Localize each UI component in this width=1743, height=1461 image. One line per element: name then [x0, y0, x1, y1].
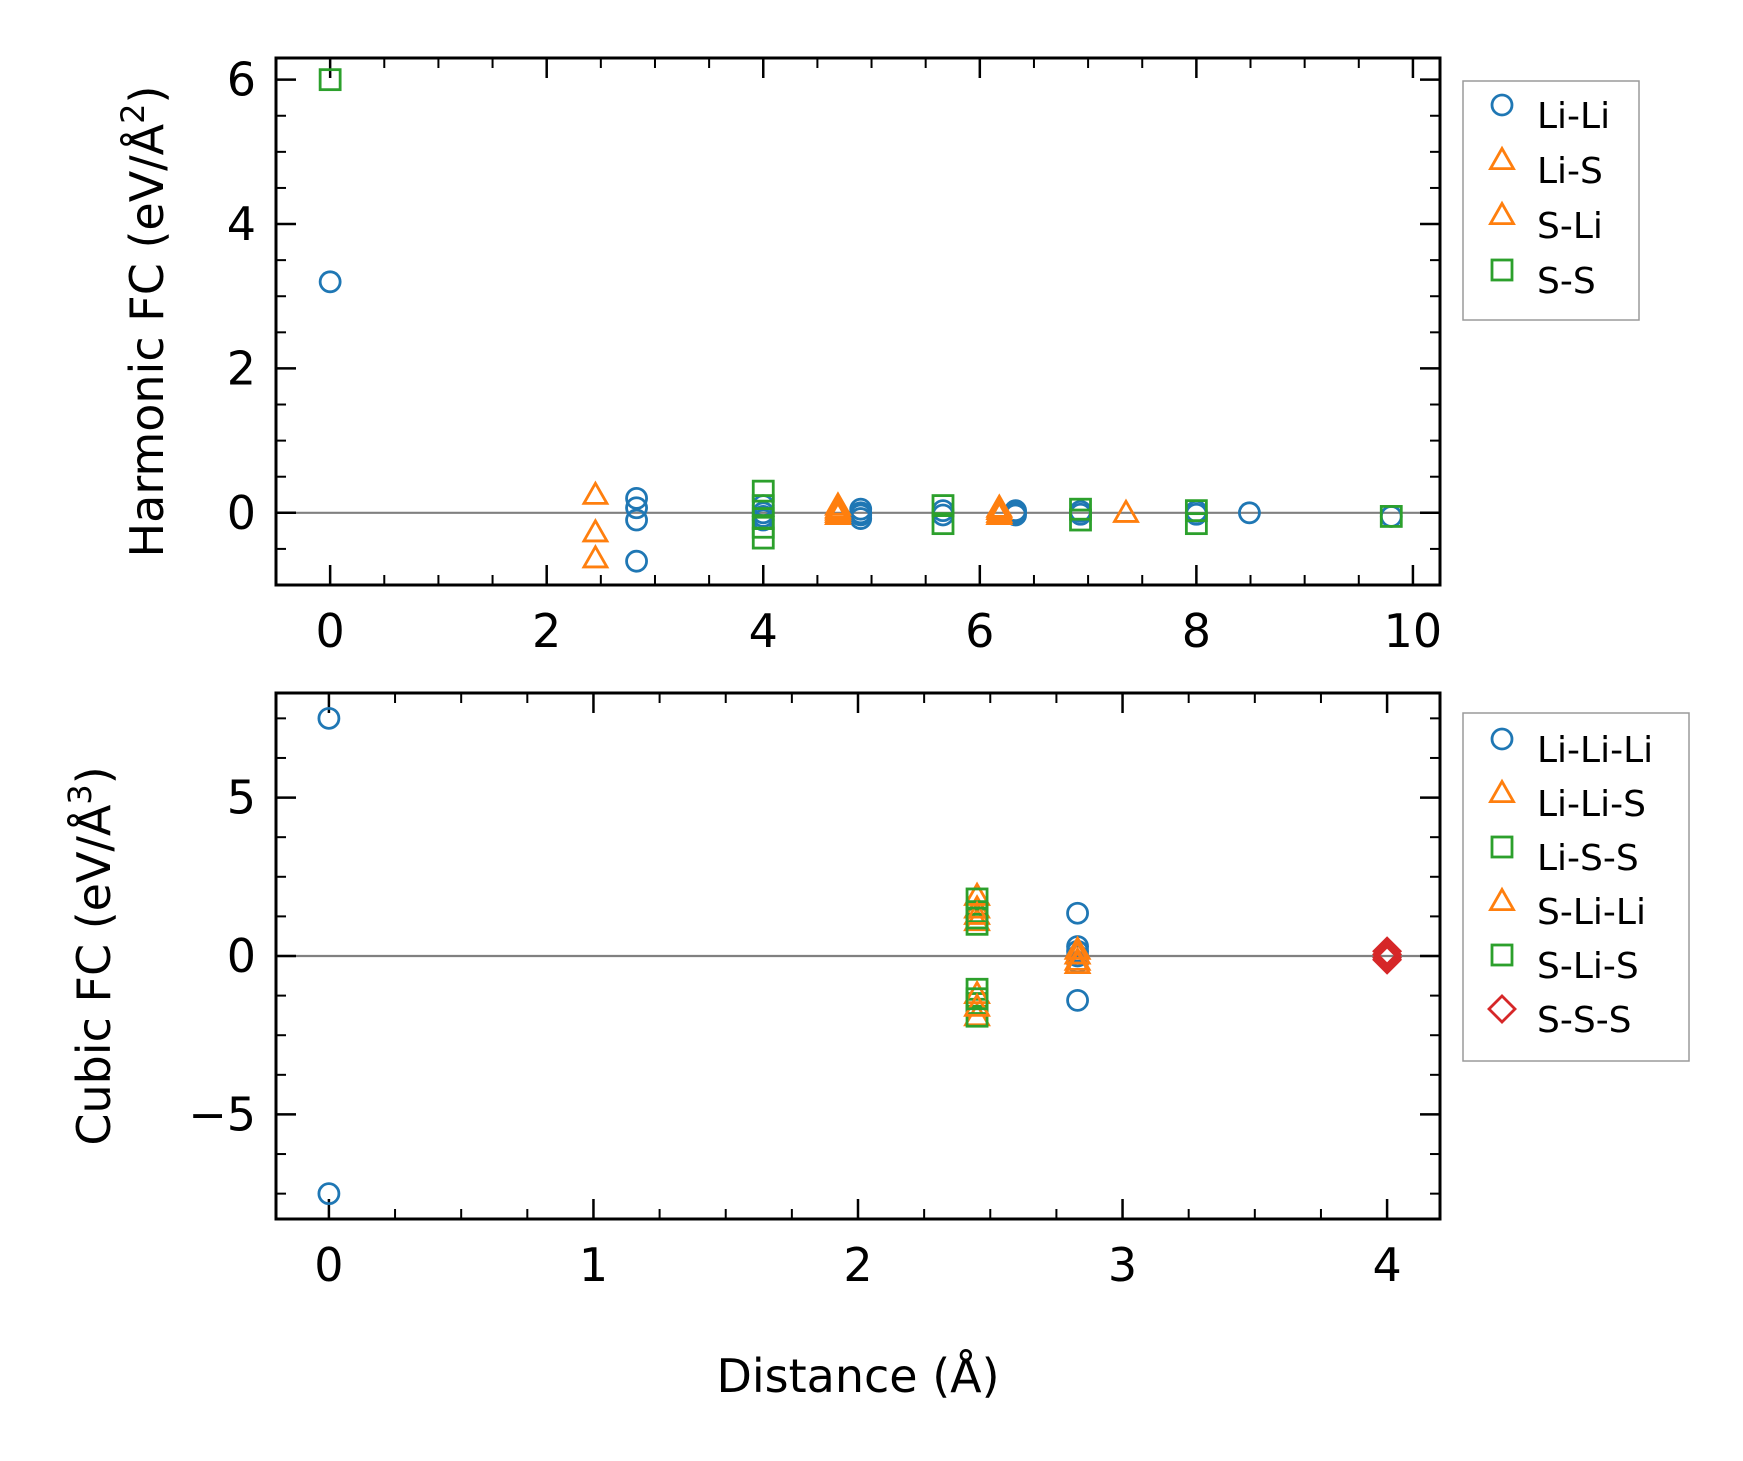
- point-s-li: [824, 498, 852, 523]
- harmonic-x-tick-label: 10: [1384, 604, 1443, 658]
- point-s-li: [985, 500, 1014, 525]
- point-s-li-li: [963, 992, 991, 1017]
- point-s-li: [824, 494, 852, 519]
- cubic-x-tick-label: 1: [579, 1238, 608, 1292]
- point-li-li-li: [1066, 901, 1089, 925]
- legend-marker-li-s: [1488, 145, 1516, 171]
- point-s-li-li: [1063, 946, 1092, 971]
- point-li-li: [625, 496, 648, 520]
- point-s-li-li: [1063, 935, 1092, 960]
- cubic-x-tick-label: 3: [1108, 1238, 1137, 1292]
- point-s-s: [931, 512, 955, 536]
- harmonic-x-tick-label: 8: [1182, 604, 1211, 658]
- legend-label-s-s-s: S-S-S: [1537, 1000, 1632, 1041]
- point-li-li-s: [963, 906, 991, 932]
- cubic-fc-panel: 0 1 2 3 4 −5 0 5 Cubic FC (eV/Å3) Li-Li-Li Li-L…: [61, 691, 1690, 1292]
- legend-label-s-s: S-S: [1537, 261, 1596, 302]
- legend-marker-s-s: [1490, 258, 1514, 282]
- harmonic-x-tick-label: 2: [532, 604, 561, 658]
- point-s-li-li: [963, 900, 991, 925]
- cubic-x-tick-label: 4: [1372, 1238, 1401, 1292]
- cubic-legend: Li-Li-Li Li-Li-S Li-S-S S-Li-Li S-Li-S S…: [1462, 712, 1690, 1062]
- legend-marker-s-s-s: [1487, 994, 1517, 1024]
- legend-label-li-s-s: Li-S-S: [1537, 838, 1639, 879]
- point-li-li-s: [1063, 940, 1092, 965]
- point-s-s: [931, 494, 955, 517]
- legend-marker-li-li-li: [1490, 727, 1514, 751]
- harmonic-y-tick-label: 6: [227, 53, 256, 107]
- legend-marker-s-li-li: [1488, 886, 1516, 912]
- harmonic-x-tick-label: 4: [749, 604, 778, 658]
- point-li-li: [849, 507, 873, 530]
- point-li-li-li: [317, 1182, 341, 1206]
- harmonic-y-tick-label: 0: [227, 486, 256, 540]
- legend-label-li-li-s: Li-Li-S: [1537, 784, 1646, 825]
- point-s-s-s: [1372, 944, 1403, 975]
- point-li-s: [581, 543, 610, 569]
- point-s-s: [1184, 512, 1208, 536]
- point-s-s-s: [1372, 942, 1403, 973]
- point-s-s: [1184, 499, 1208, 523]
- point-li-s: [581, 480, 610, 505]
- legend-label-s-li: S-Li: [1537, 206, 1603, 247]
- point-li-s: [824, 491, 852, 516]
- harmonic-y-tick-label: 2: [227, 341, 256, 395]
- point-s-s: [751, 494, 775, 517]
- cubic-y-axis-label: Cubic FC (eV/Å3): [61, 766, 121, 1145]
- harmonic-y-axis-label: Harmonic FC (eV/Å2): [114, 86, 174, 558]
- legend-marker-li-li: [1490, 93, 1514, 117]
- point-li-s: [581, 517, 610, 543]
- legend-label-s-li-s: S-Li-S: [1537, 946, 1639, 987]
- point-s-s-s: [1372, 939, 1403, 970]
- point-li-s: [1112, 498, 1140, 523]
- legend-marker-s-li: [1488, 200, 1516, 226]
- legend-label-s-li-li: S-Li-Li: [1537, 892, 1646, 933]
- x-axis-label: Distance (Å): [716, 1349, 999, 1403]
- legend-marker-li-s-s: [1490, 835, 1514, 859]
- point-s-s: [751, 479, 775, 503]
- point-s-li-li: [963, 979, 991, 1005]
- point-s-s-s: [1372, 936, 1403, 967]
- cubic-plot-frame: [274, 691, 1442, 1221]
- point-s-li-s: [965, 987, 989, 1011]
- point-s-s: [751, 526, 775, 550]
- point-s-s: [318, 68, 342, 92]
- legend-marker-li-li-s: [1488, 778, 1516, 804]
- point-s-li-s: [965, 906, 989, 930]
- cubic-y-tick-label: 0: [227, 929, 256, 983]
- point-s-s: [1069, 508, 1092, 532]
- point-li-li: [625, 549, 648, 573]
- cubic-y-tick-label: 5: [227, 771, 256, 825]
- point-s-li: [985, 495, 1014, 520]
- harmonic-legend: Li-Li Li-S S-Li S-S: [1462, 80, 1640, 321]
- legend-label-li-li: Li-Li: [1537, 96, 1610, 137]
- point-li-li: [625, 486, 648, 510]
- legend-label-li-li-li: Li-Li-Li: [1537, 730, 1653, 771]
- legend-marker-s-li-s: [1490, 943, 1514, 967]
- point-s-s: [1379, 505, 1403, 528]
- cubic-y-tick-label: −5: [188, 1087, 256, 1141]
- point-li-li: [318, 270, 342, 294]
- cubic-legend-box: [1462, 712, 1690, 1062]
- harmonic-x-tick-label: 0: [315, 604, 344, 658]
- point-li-li-li: [1066, 988, 1089, 1012]
- cubic-x-tick-label: 2: [843, 1238, 872, 1292]
- point-li-li-li: [317, 706, 341, 730]
- harmonic-plot-frame: [274, 56, 1442, 587]
- point-li-li-s: [1063, 949, 1092, 974]
- harmonic-fc-panel: 0 2 4 6 8 10 0 2 4 6 Harmonic FC (eV/Å2) Li-Li Li…: [114, 53, 1640, 658]
- harmonic-y-tick-label: 4: [227, 197, 256, 251]
- harmonic-x-tick-label: 6: [965, 604, 994, 658]
- point-li-li: [1379, 505, 1403, 528]
- point-li-li: [1238, 501, 1261, 525]
- cubic-x-tick-label: 0: [314, 1238, 343, 1292]
- legend-label-li-s: Li-S: [1537, 151, 1603, 192]
- point-li-li: [625, 508, 648, 532]
